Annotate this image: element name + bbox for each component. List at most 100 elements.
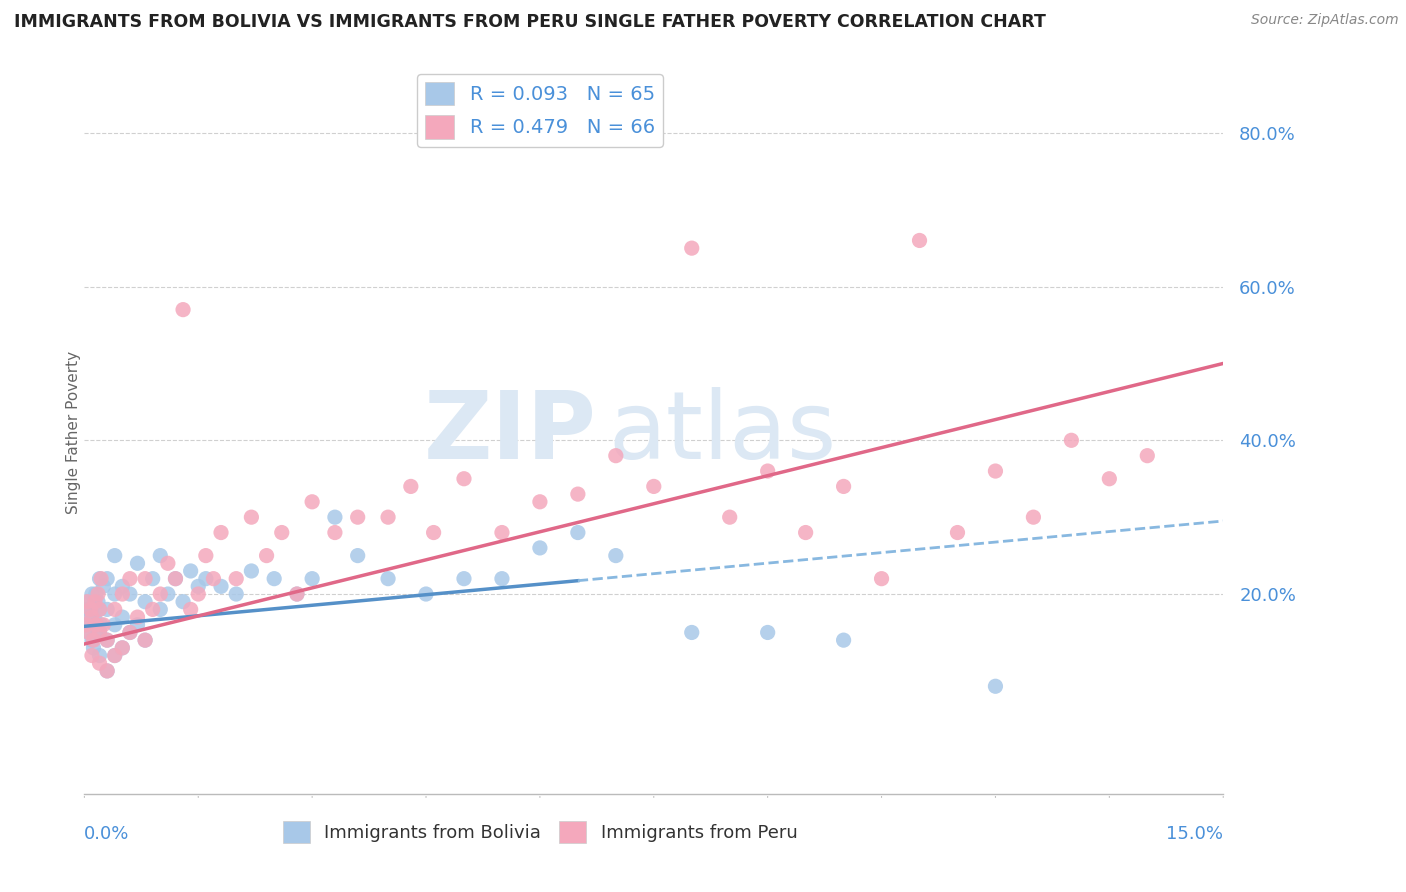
- Point: [209, 579, 232, 593]
- Point: [134, 633, 156, 648]
- Text: IMMIGRANTS FROM BOLIVIA VS IMMIGRANTS FROM PERU SINGLE FATHER POVERTY CORRELATIO: IMMIGRANTS FROM BOLIVIA VS IMMIGRANTS FR…: [14, 13, 1046, 31]
- Point: [346, 510, 368, 524]
- Point: [80, 602, 103, 616]
- Point: [194, 572, 217, 586]
- Point: [285, 587, 308, 601]
- Point: [180, 602, 202, 616]
- Point: [75, 617, 97, 632]
- Point: [80, 610, 103, 624]
- Point: [111, 579, 134, 593]
- Point: [323, 525, 346, 540]
- Point: [1098, 472, 1121, 486]
- Point: [567, 487, 589, 501]
- Point: [172, 595, 194, 609]
- Point: [832, 633, 855, 648]
- Point: [156, 587, 179, 601]
- Point: [96, 633, 118, 648]
- Point: [118, 572, 141, 586]
- Text: atlas: atlas: [609, 386, 837, 479]
- Point: [104, 648, 127, 663]
- Point: [301, 495, 323, 509]
- Point: [194, 549, 217, 563]
- Point: [80, 587, 103, 601]
- Point: [89, 625, 111, 640]
- Point: [422, 525, 444, 540]
- Point: [75, 617, 97, 632]
- Point: [529, 541, 551, 555]
- Point: [187, 579, 209, 593]
- Point: [794, 525, 817, 540]
- Point: [111, 640, 134, 655]
- Point: [1060, 434, 1083, 448]
- Point: [491, 572, 513, 586]
- Point: [84, 587, 107, 601]
- Point: [104, 602, 127, 616]
- Point: [127, 617, 149, 632]
- Point: [453, 472, 475, 486]
- Point: [187, 587, 209, 601]
- Point: [79, 595, 101, 609]
- Point: [84, 625, 107, 640]
- Point: [605, 449, 627, 463]
- Point: [346, 549, 368, 563]
- Point: [285, 587, 308, 601]
- Point: [256, 549, 278, 563]
- Point: [89, 648, 111, 663]
- Point: [225, 572, 247, 586]
- Point: [399, 479, 422, 493]
- Point: [86, 617, 108, 632]
- Point: [134, 633, 156, 648]
- Point: [127, 610, 149, 624]
- Point: [89, 657, 111, 671]
- Text: 0.0%: 0.0%: [84, 824, 129, 843]
- Point: [79, 602, 101, 616]
- Point: [104, 617, 127, 632]
- Point: [89, 602, 111, 616]
- Point: [89, 602, 111, 616]
- Point: [984, 464, 1007, 478]
- Point: [270, 525, 292, 540]
- Point: [946, 525, 969, 540]
- Point: [96, 572, 118, 586]
- Point: [127, 556, 149, 570]
- Point: [104, 549, 127, 563]
- Point: [377, 510, 399, 524]
- Point: [453, 572, 475, 586]
- Point: [118, 625, 141, 640]
- Point: [82, 640, 104, 655]
- Point: [209, 525, 232, 540]
- Point: [86, 617, 108, 632]
- Point: [984, 679, 1007, 693]
- Point: [87, 595, 110, 609]
- Point: [202, 572, 225, 586]
- Text: 15.0%: 15.0%: [1166, 824, 1223, 843]
- Point: [142, 602, 165, 616]
- Point: [87, 587, 110, 601]
- Point: [118, 587, 141, 601]
- Point: [77, 625, 100, 640]
- Legend: Immigrants from Bolivia, Immigrants from Peru: Immigrants from Bolivia, Immigrants from…: [276, 814, 804, 850]
- Point: [82, 633, 104, 648]
- Point: [149, 549, 172, 563]
- Point: [142, 572, 165, 586]
- Point: [149, 587, 172, 601]
- Point: [90, 572, 112, 586]
- Point: [76, 595, 98, 609]
- Point: [301, 572, 323, 586]
- Point: [89, 572, 111, 586]
- Point: [323, 510, 346, 524]
- Point: [79, 610, 101, 624]
- Point: [870, 572, 893, 586]
- Point: [491, 525, 513, 540]
- Point: [84, 595, 107, 609]
- Point: [156, 556, 179, 570]
- Point: [180, 564, 202, 578]
- Point: [240, 564, 263, 578]
- Point: [756, 625, 779, 640]
- Point: [96, 602, 118, 616]
- Text: ZIP: ZIP: [425, 386, 598, 479]
- Point: [111, 640, 134, 655]
- Point: [104, 587, 127, 601]
- Point: [718, 510, 741, 524]
- Point: [111, 587, 134, 601]
